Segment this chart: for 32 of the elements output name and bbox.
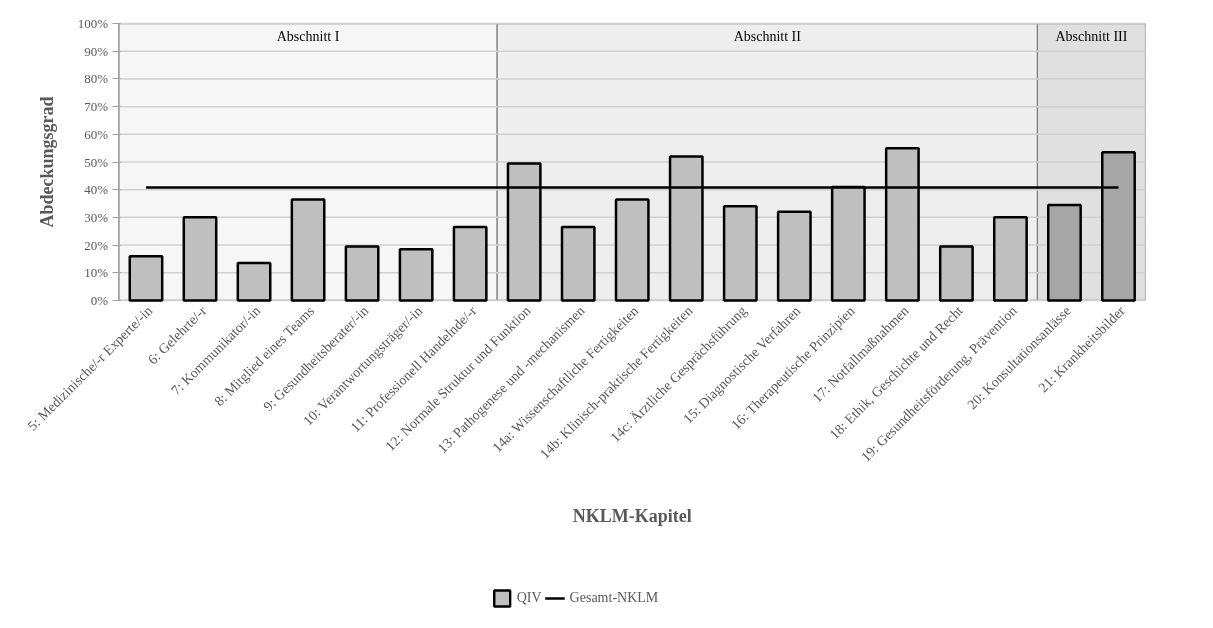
y-axis-title: Abdeckungsgrad: [36, 96, 57, 228]
y-tick-label: 30%: [84, 209, 109, 225]
y-tick-label: 50%: [84, 154, 109, 170]
y-tick-label: 80%: [84, 71, 109, 87]
legend-label: Gesamt-NKLM: [569, 590, 659, 606]
bar: [560, 225, 596, 302]
y-tick-label: 100%: [77, 16, 109, 32]
y-tick-label: 20%: [84, 237, 109, 253]
bar: [938, 245, 974, 302]
y-tick-label: 60%: [84, 126, 109, 142]
bar: [182, 216, 218, 302]
bar: [614, 198, 650, 302]
bar: [344, 245, 380, 302]
y-tick-label: 90%: [84, 43, 109, 59]
band-label: Abschnitt II: [733, 29, 802, 45]
band-label: Abschnitt I: [276, 29, 340, 45]
y-tick-label: 40%: [84, 182, 109, 198]
bar: [452, 225, 488, 302]
bar: [992, 216, 1028, 302]
bar: [1047, 203, 1082, 302]
band-label: Abschnitt III: [1055, 29, 1128, 45]
bar: [776, 210, 812, 302]
bar: [236, 261, 272, 302]
legend-label: QIV: [516, 590, 542, 606]
bar: [290, 198, 326, 302]
y-tick-label: 70%: [84, 99, 109, 115]
bar: [128, 254, 164, 302]
x-axis-title: NKLM-Kapitel: [572, 506, 692, 527]
y-tick-label: 0%: [90, 292, 109, 308]
bar: [722, 205, 758, 302]
y-tick-label: 10%: [84, 265, 109, 281]
bar: [398, 247, 434, 302]
